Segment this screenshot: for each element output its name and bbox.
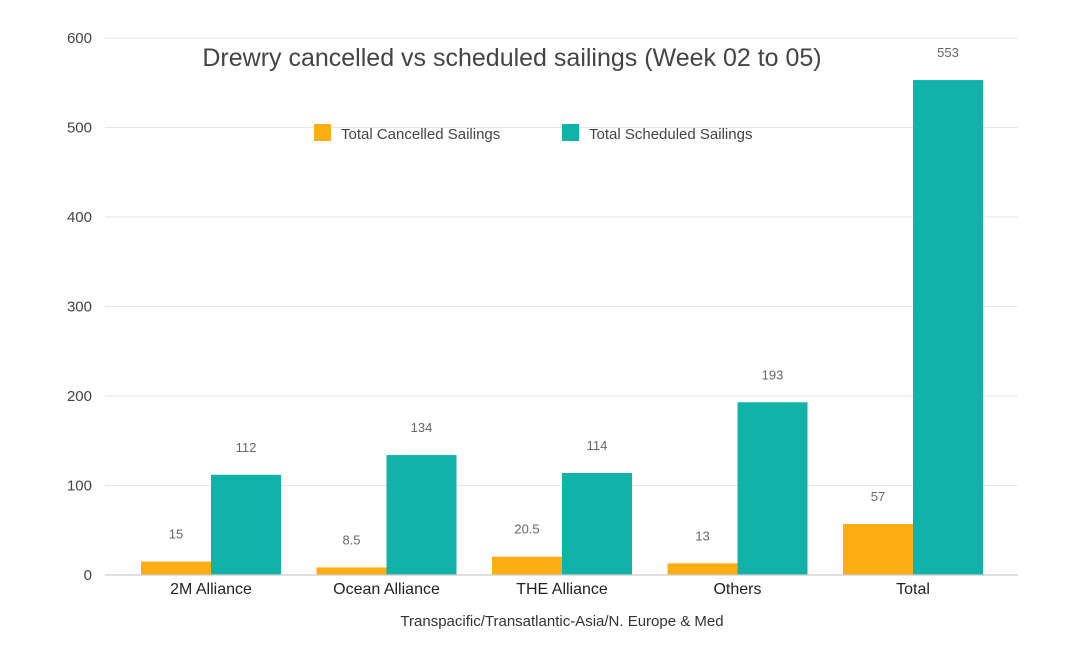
x-category-label: Ocean Alliance: [333, 581, 440, 598]
y-tick-label: 400: [67, 209, 92, 226]
data-label: 8.5: [342, 532, 360, 547]
legend: Total Cancelled Sailings Total Scheduled…: [314, 124, 752, 143]
y-tick-label: 0: [84, 567, 92, 584]
chart-title: Drewry cancelled vs scheduled sailings (…: [202, 44, 821, 72]
bar-cancelled: [316, 567, 387, 575]
bar-scheduled: [913, 80, 983, 575]
bar-cancelled: [141, 561, 211, 575]
data-label: 134: [411, 420, 433, 435]
x-category-label: Total: [896, 581, 930, 598]
x-axis-title: Transpacific/Transatlantic-Asia/N. Europ…: [400, 613, 723, 630]
x-category-label: THE Alliance: [516, 581, 608, 598]
x-axis-categories: 2M Alliance Ocean Alliance THE Alliance Oth…: [170, 581, 930, 598]
data-label: 15: [169, 527, 183, 542]
y-tick-label: 500: [67, 120, 92, 137]
legend-label-scheduled: Total Scheduled Sailings: [589, 126, 752, 143]
x-category-label: 2M Alliance: [170, 581, 252, 598]
legend-label-cancelled: Total Cancelled Sailings: [341, 126, 500, 143]
y-axis-ticks: 0 100 200 300 400 500 600: [67, 30, 92, 584]
data-label: 114: [587, 438, 608, 453]
bar-scheduled: [562, 472, 632, 575]
bars: [141, 80, 983, 575]
bar-cancelled: [667, 563, 738, 575]
data-label: 13: [695, 528, 709, 543]
bar-scheduled: [386, 455, 457, 575]
y-tick-label: 200: [67, 388, 92, 405]
y-tick-label: 100: [67, 478, 92, 495]
legend-swatch-scheduled: [562, 124, 579, 141]
data-label: 553: [937, 45, 959, 60]
data-label: 57: [871, 489, 885, 504]
bar-scheduled: [211, 474, 281, 575]
bar-scheduled: [737, 402, 808, 575]
legend-swatch-cancelled: [314, 124, 331, 141]
y-tick-label: 300: [67, 299, 92, 316]
bar-cancelled: [843, 523, 913, 575]
bar-cancelled: [492, 556, 562, 575]
data-label: 20.5: [514, 522, 539, 537]
data-label: 112: [236, 440, 257, 455]
data-label: 193: [762, 367, 784, 382]
y-tick-label: 600: [67, 30, 92, 47]
data-labels: 15 112 8.5 134 20.5 114 13 193 57 553: [169, 45, 959, 547]
x-category-label: Others: [713, 581, 761, 598]
